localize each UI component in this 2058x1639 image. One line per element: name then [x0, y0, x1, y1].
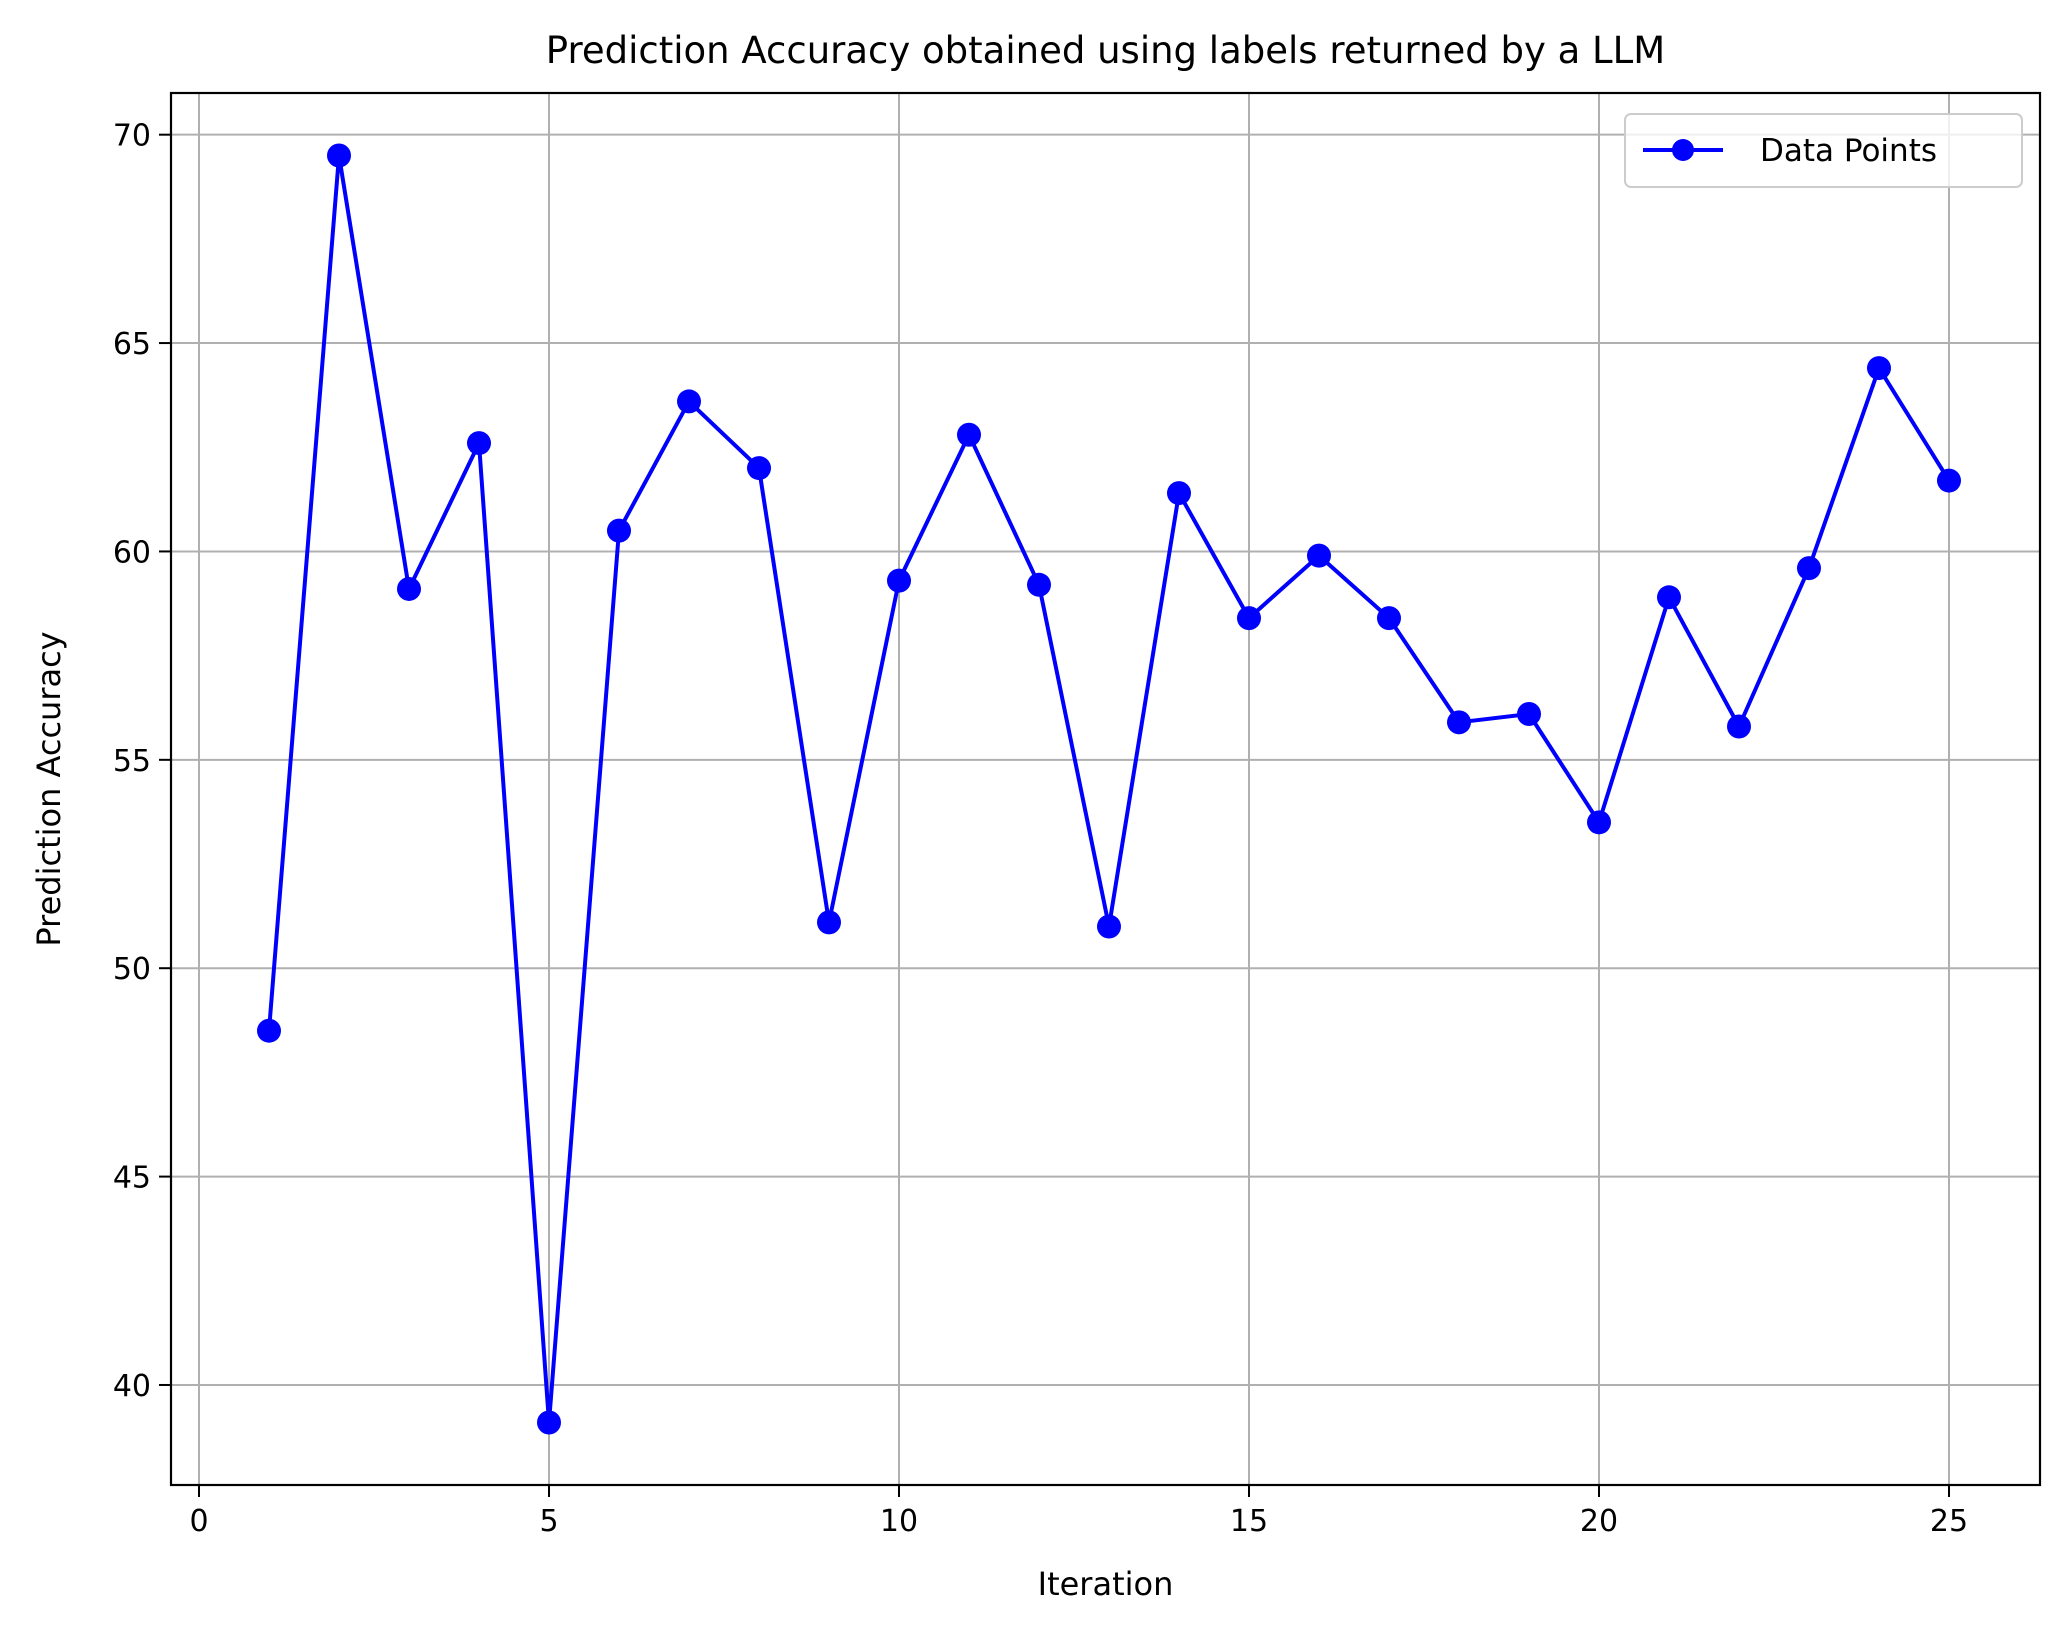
data-point: [607, 518, 631, 543]
legend-entry-data-points: Data Points: [1760, 133, 1937, 169]
data-point: [467, 431, 491, 456]
data-point: [1517, 701, 1541, 726]
data-point: [1237, 606, 1261, 631]
x-tick-label: 20: [1580, 1504, 1618, 1539]
y-tick-label: 45: [113, 1161, 151, 1196]
data-point: [677, 389, 701, 414]
axis-ticks: 0 5 10 15 20 25 40 45 50 55 60 65 70: [113, 119, 1968, 1539]
x-tick-label: 15: [1230, 1504, 1268, 1539]
data-point: [1867, 356, 1891, 381]
legend-box: [1624, 113, 2023, 188]
data-point: [257, 1018, 281, 1043]
data-point: [1307, 543, 1331, 568]
data-point: [1937, 468, 1961, 493]
data-point: [1797, 556, 1821, 581]
data-point: [1097, 914, 1121, 939]
data-point: [327, 143, 351, 168]
x-tick-label: 25: [1930, 1504, 1968, 1539]
data-point: [1657, 585, 1681, 610]
y-tick-label: 70: [113, 119, 151, 154]
data-point: [537, 1410, 561, 1435]
x-axis-label: Iteration: [1038, 1565, 1174, 1603]
data-point: [1167, 481, 1191, 506]
data-point: [817, 910, 841, 935]
x-tick-label: 10: [880, 1504, 918, 1539]
y-tick-label: 60: [113, 535, 151, 570]
y-axis-label: Prediction Accuracy: [30, 631, 68, 946]
data-point: [1377, 606, 1401, 631]
x-tick-label: 5: [539, 1504, 558, 1539]
y-tick-label: 50: [113, 952, 151, 987]
plot-frame: [169, 91, 2042, 1487]
data-point: [1587, 810, 1611, 835]
legend: Data Points: [1624, 113, 2023, 188]
data-point: [887, 568, 911, 593]
data-point: [957, 422, 981, 447]
y-tick-label: 65: [113, 327, 151, 362]
x-tick-label: 0: [189, 1504, 208, 1539]
data-point: [1447, 710, 1471, 735]
data-point: [1027, 572, 1051, 597]
legend-marker: [1672, 139, 1694, 161]
y-tick-label: 55: [113, 744, 151, 779]
series-layer: [257, 143, 1961, 1435]
data-point: [1727, 714, 1751, 739]
y-tick-label: 40: [113, 1369, 151, 1404]
data-point: [747, 456, 771, 481]
data-point: [397, 576, 421, 601]
chart-title: Prediction Accuracy obtained using label…: [546, 29, 1665, 72]
